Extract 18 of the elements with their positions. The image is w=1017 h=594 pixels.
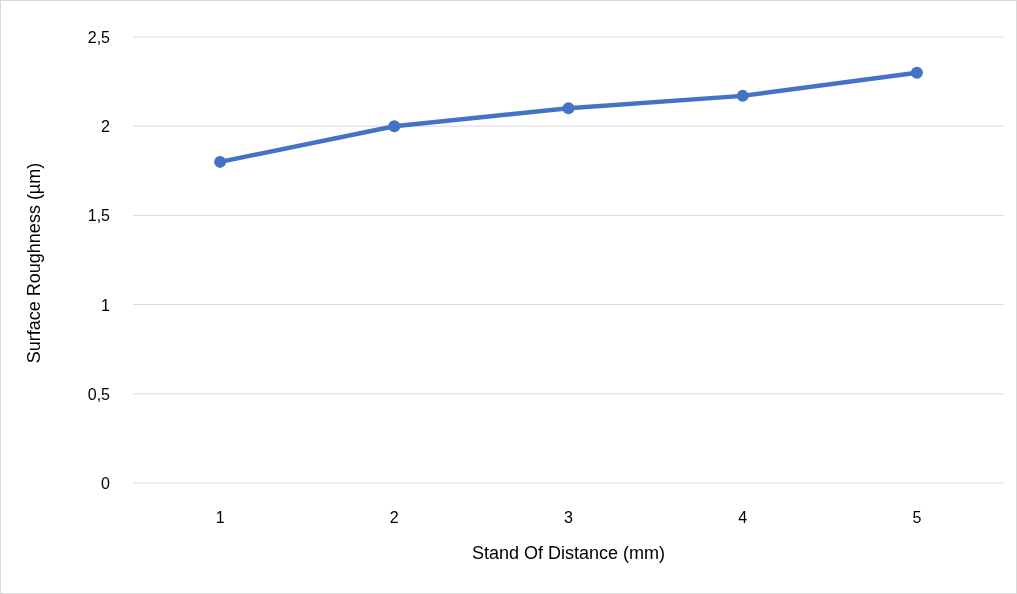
y-tick-label: 1,5 (87, 207, 111, 225)
y-axis-title: Surface Roughness (µm) (24, 162, 44, 364)
point (736, 89, 749, 102)
x-tick-label: 4 (738, 509, 748, 526)
y-tick-label: 2 (101, 118, 111, 136)
x-tick-label: 3 (564, 509, 574, 526)
y-tick-label: 0 (101, 475, 111, 492)
point (388, 120, 401, 133)
x-tick-label: 5 (912, 509, 922, 526)
x-tick-label: 2 (389, 509, 399, 526)
y-tick-label: 1 (101, 296, 111, 314)
point (562, 102, 575, 115)
point (214, 155, 227, 168)
y-tick-label: 2,5 (87, 29, 111, 46)
x-axis-title: Stand Of Distance (mm) (471, 543, 666, 563)
x-tick-label: 1 (215, 509, 225, 526)
y-tick-label: 0,5 (87, 385, 111, 403)
point (910, 66, 923, 79)
